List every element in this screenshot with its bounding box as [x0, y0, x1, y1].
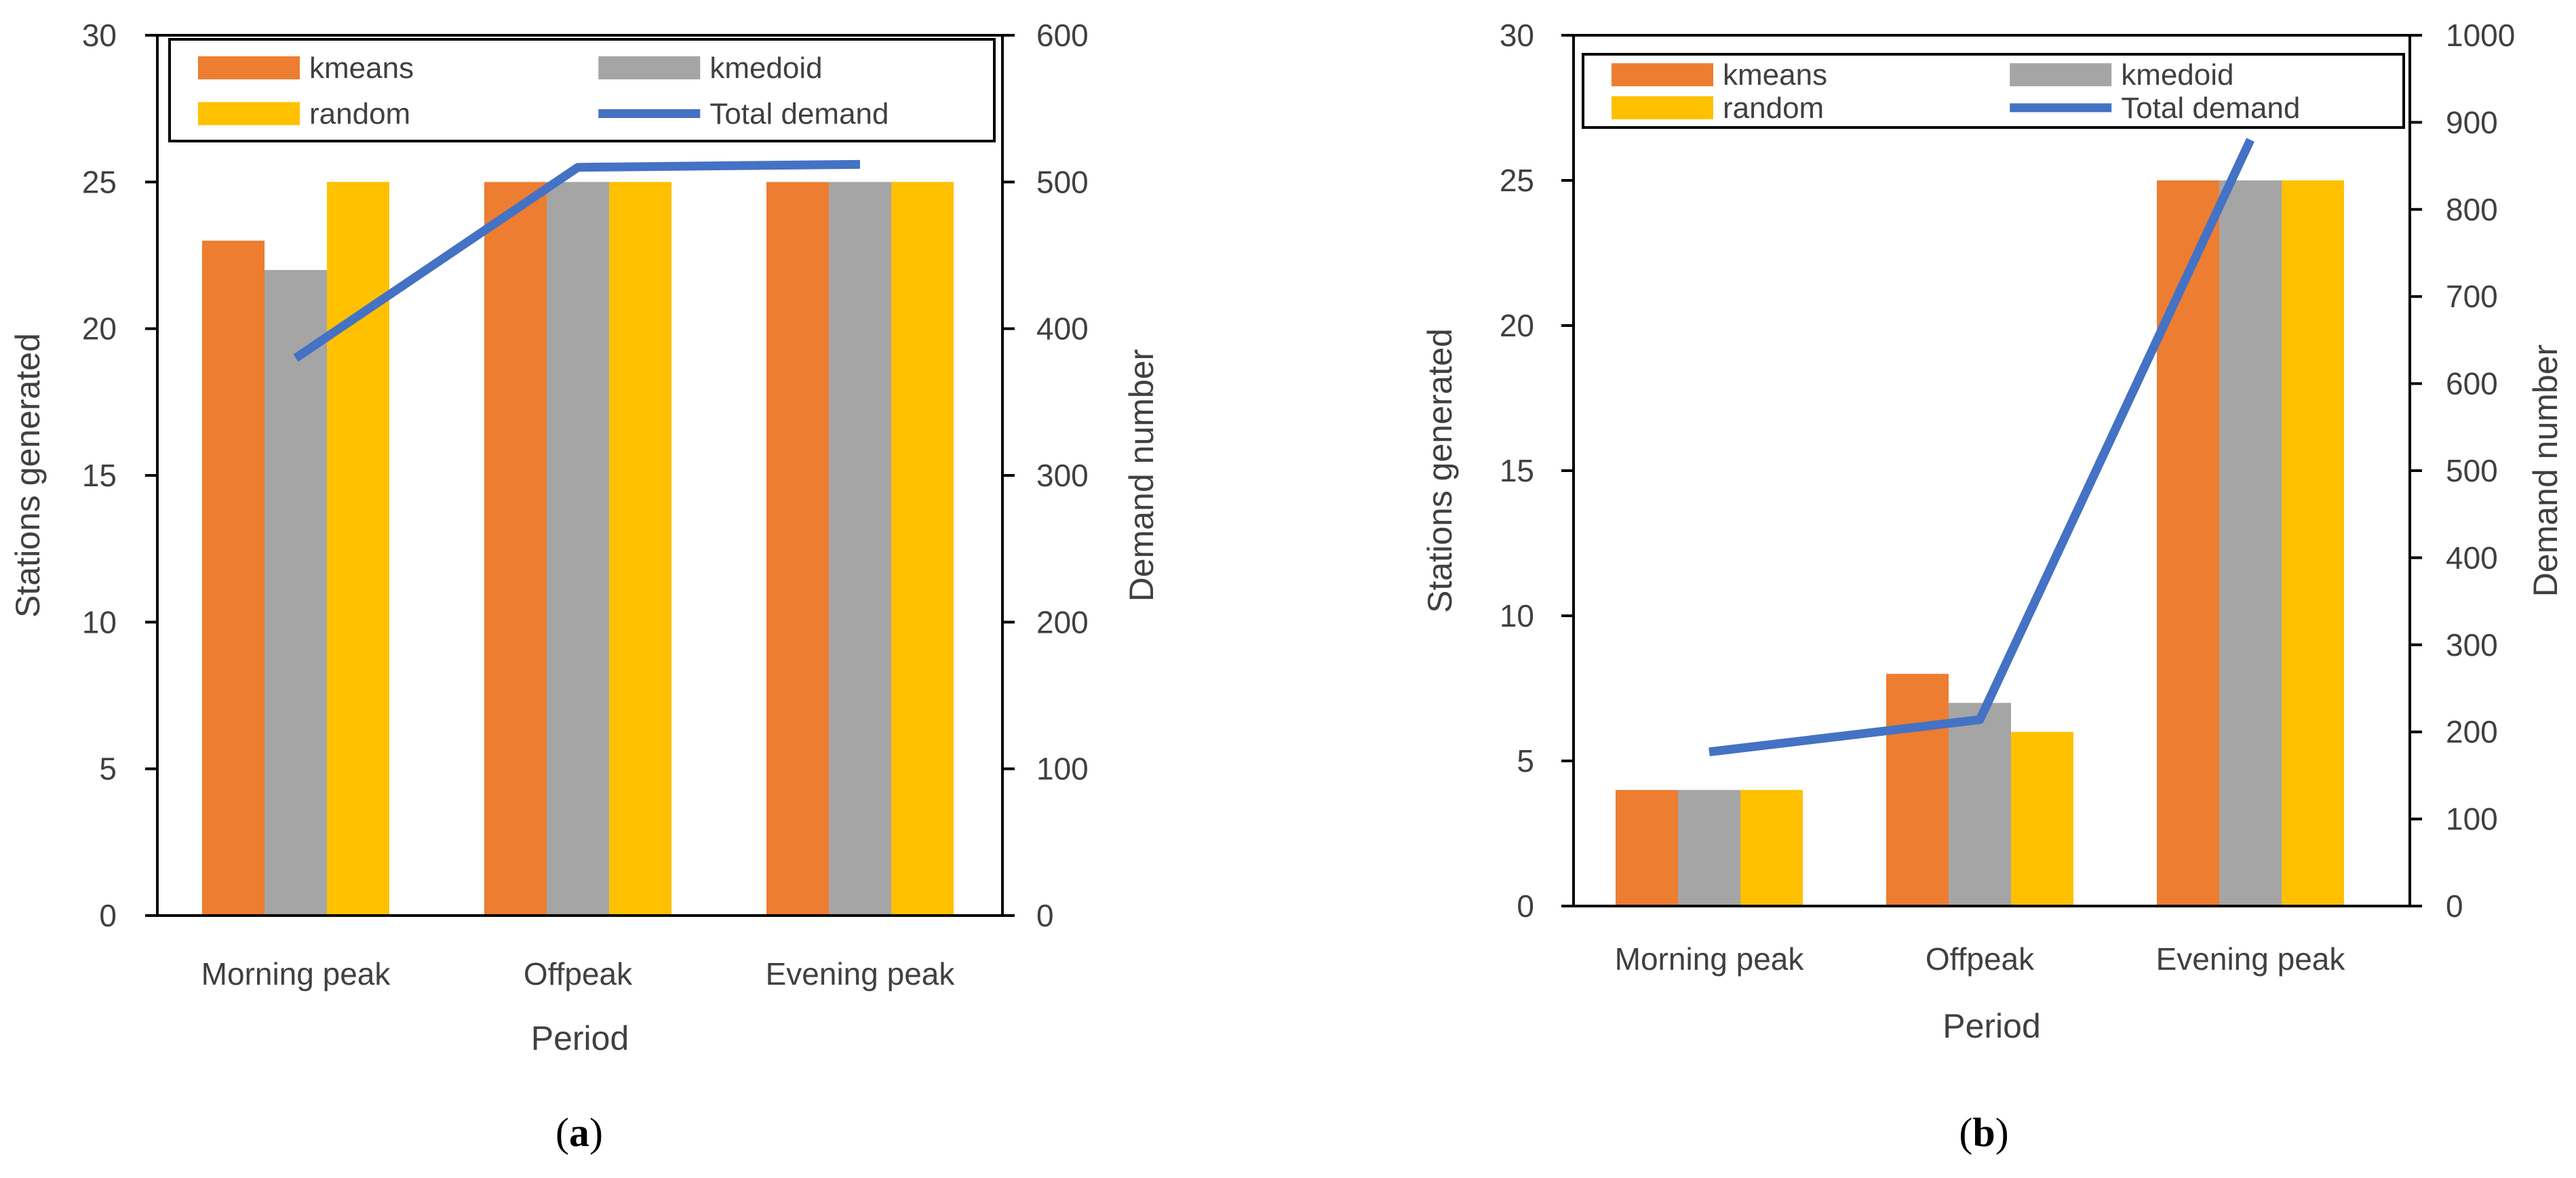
y2-tick-label: 200: [2446, 714, 2498, 749]
y-axis-title: Stations generated: [1421, 328, 1459, 613]
bar-kmedoid-2: [829, 182, 891, 916]
y2-tick-label: 400: [1036, 311, 1089, 347]
y2-tick-label: 600: [1036, 18, 1089, 53]
legend-label: kmeans: [1723, 58, 1827, 92]
x-axis-title: Period: [531, 1019, 629, 1057]
bar-kmedoid-0: [1678, 789, 1740, 906]
y2-axis-title: Demand number: [2526, 345, 2564, 597]
bar-kmeans-0: [1616, 789, 1678, 906]
y2-tick-label: 0: [1036, 898, 1054, 933]
legend-label: Total demand: [709, 98, 889, 131]
y-tick-label: 20: [82, 311, 117, 347]
chart-panel-b: 0510152025300100200300400500600700800900…: [1421, 18, 2564, 1155]
x-tick-label: Morning peak: [201, 956, 391, 992]
bar-kmeans-2: [766, 182, 829, 916]
panel-label: (b): [1959, 1110, 2008, 1155]
legend-label: kmedoid: [2121, 58, 2233, 92]
y-tick-label: 10: [1500, 598, 1534, 633]
y-tick-label: 25: [82, 164, 117, 199]
bar-random-2: [2282, 180, 2344, 906]
y-tick-label: 10: [82, 604, 117, 640]
bar-kmedoid-0: [265, 270, 327, 916]
legend-swatch-kmeans: [1612, 63, 1713, 87]
y2-axis-title: Demand number: [1123, 349, 1160, 602]
bar-random-1: [609, 182, 671, 916]
y-tick-label: 30: [1500, 18, 1534, 53]
y-tick-label: 5: [1517, 743, 1534, 779]
x-tick-label: Morning peak: [1615, 941, 1805, 977]
y2-tick-label: 800: [2446, 192, 2498, 227]
legend-swatch-random: [198, 102, 300, 125]
x-tick-label: Offpeak: [524, 956, 633, 992]
y2-tick-label: 500: [2446, 453, 2498, 488]
legend-label: Total demand: [2121, 92, 2300, 125]
x-tick-label: Evening peak: [2156, 941, 2346, 977]
legend-box: [168, 38, 996, 142]
x-axis-title: Period: [1943, 1007, 2041, 1045]
panel-label-open: (: [1959, 1110, 1972, 1155]
x-tick-label: Offpeak: [1926, 941, 2035, 977]
legend-label: kmedoid: [709, 52, 822, 85]
panel-label-close: ): [1995, 1110, 2009, 1155]
bar-kmeans-0: [202, 240, 265, 916]
legend-label: random: [1723, 92, 1824, 125]
y2-tick-label: 400: [2446, 540, 2498, 575]
legend: kmeans kmedoid random Total demand: [1582, 53, 2405, 129]
legend-swatch-kmedoid: [598, 56, 701, 79]
y2-tick-label: 300: [2446, 627, 2498, 663]
bar-random-0: [327, 182, 389, 916]
y-axis-title: Stations generated: [9, 333, 47, 618]
panel-label-open: (: [555, 1110, 569, 1155]
bar-kmedoid-1: [547, 182, 609, 916]
bar-kmeans-1: [484, 182, 547, 916]
y2-tick-label: 1000: [2446, 18, 2515, 53]
bar-kmeans-2: [2157, 180, 2219, 906]
panel-label-close: ): [589, 1110, 603, 1155]
y2-tick-label: 300: [1036, 458, 1089, 493]
y2-tick-label: 200: [1036, 604, 1089, 640]
legend-swatch-kmeans: [198, 56, 300, 79]
panel-label: (a): [555, 1110, 603, 1155]
bar-random-0: [1740, 789, 1803, 906]
bar-random-1: [2011, 732, 2073, 906]
legend-label: kmeans: [309, 52, 414, 85]
legend: kmeans kmedoid random Total demand: [168, 38, 996, 142]
y2-tick-label: 900: [2446, 104, 2498, 140]
panel-label-letter: a: [569, 1110, 589, 1155]
y2-tick-label: 700: [2446, 279, 2498, 314]
y-tick-label: 0: [1517, 888, 1534, 924]
y-tick-label: 20: [1500, 308, 1534, 343]
x-tick-label: Evening peak: [766, 956, 956, 992]
bar-random-2: [891, 182, 954, 916]
bar-kmedoid-1: [1949, 703, 2011, 906]
bar-kmedoid-2: [2219, 180, 2282, 906]
panel-label-letter: b: [1972, 1110, 1995, 1155]
y2-tick-label: 500: [1036, 164, 1089, 199]
legend-box: [1582, 53, 2405, 129]
y-tick-label: 5: [99, 751, 117, 787]
y2-tick-label: 100: [1036, 751, 1089, 787]
line-total-demand: [293, 159, 861, 362]
legend-swatch-kmedoid: [2010, 63, 2112, 87]
line-total-demand: [1709, 138, 2255, 757]
y2-tick-label: 100: [2446, 802, 2498, 837]
legend-swatch-random: [1612, 96, 1713, 119]
bar-kmeans-1: [1886, 673, 1949, 906]
y-tick-label: 30: [82, 18, 117, 53]
y-tick-label: 15: [82, 458, 117, 493]
y2-tick-label: 600: [2446, 366, 2498, 401]
y-tick-label: 25: [1500, 163, 1534, 198]
y-tick-label: 15: [1500, 453, 1534, 488]
y2-tick-label: 0: [2446, 888, 2463, 924]
legend-label: random: [309, 98, 410, 131]
y-tick-label: 0: [99, 898, 117, 933]
